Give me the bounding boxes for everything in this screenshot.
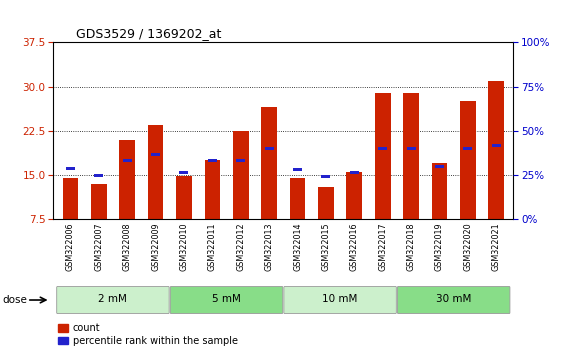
Bar [318, 187, 334, 219]
Text: GDS3529 / 1369202_at: GDS3529 / 1369202_at [76, 27, 222, 40]
Bar [180, 171, 188, 174]
Bar [460, 102, 476, 219]
Bar [261, 107, 277, 219]
Text: 30 mM: 30 mM [436, 295, 471, 304]
Text: dose: dose [3, 295, 27, 305]
Bar [378, 147, 387, 150]
Bar [176, 176, 192, 219]
Bar [205, 160, 220, 219]
Bar [151, 153, 160, 156]
Bar [492, 144, 501, 147]
Text: 10 mM: 10 mM [323, 295, 358, 304]
Bar [66, 166, 75, 170]
Bar [119, 140, 135, 219]
Bar [236, 159, 245, 162]
Bar [431, 164, 447, 219]
Bar [435, 165, 444, 168]
Bar [321, 175, 330, 178]
Bar [148, 125, 163, 219]
Bar [62, 178, 78, 219]
Bar [233, 131, 249, 219]
Bar [293, 168, 302, 171]
Bar [347, 172, 362, 219]
FancyBboxPatch shape [397, 286, 510, 314]
Bar [289, 178, 305, 219]
Bar [265, 147, 274, 150]
Legend: count, percentile rank within the sample: count, percentile rank within the sample [58, 324, 238, 346]
Bar [403, 93, 419, 219]
Bar [350, 171, 359, 174]
Text: 2 mM: 2 mM [99, 295, 127, 304]
Text: 5 mM: 5 mM [212, 295, 241, 304]
FancyBboxPatch shape [284, 286, 396, 314]
FancyBboxPatch shape [57, 286, 169, 314]
FancyBboxPatch shape [171, 286, 283, 314]
Bar [407, 147, 416, 150]
Bar [489, 81, 504, 219]
Bar [94, 173, 103, 177]
Bar [375, 93, 390, 219]
Bar [91, 184, 107, 219]
Bar [463, 147, 472, 150]
Bar [123, 159, 132, 162]
Bar [208, 159, 217, 162]
